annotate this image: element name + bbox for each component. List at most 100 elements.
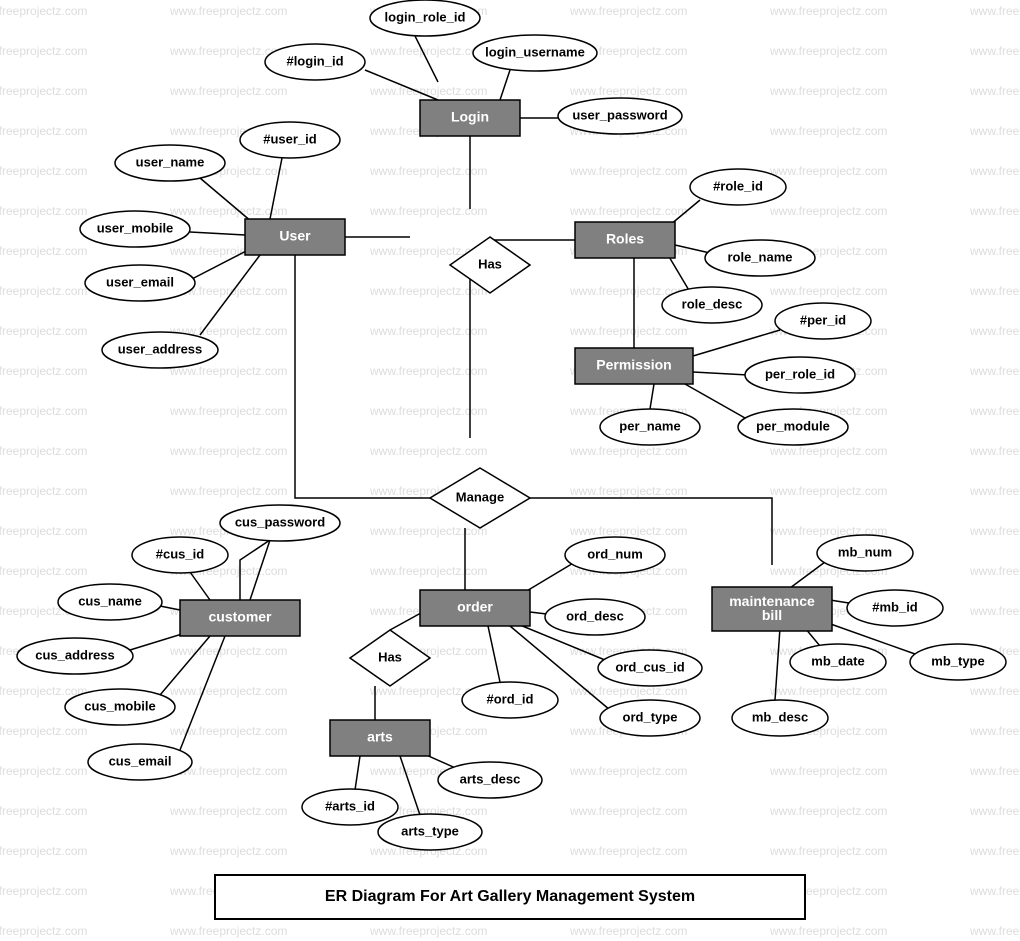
watermark-text: www.freeprojectz.com [0, 844, 87, 858]
attribute-label: per_name [619, 418, 680, 433]
watermark-text: www.freeprojectz.com [169, 404, 287, 418]
watermark-text: www.freeprojectz.com [969, 684, 1020, 698]
entity-label: User [279, 228, 311, 244]
watermark-text: www.freeprojectz.com [569, 804, 687, 818]
watermark-text: www.freeprojectz.com [369, 444, 487, 458]
watermark-text: www.freeprojectz.com [169, 924, 287, 938]
attribute-label: user_password [572, 107, 667, 122]
attribute-label: ord_type [623, 709, 678, 724]
watermark-text: www.freeprojectz.com [0, 924, 87, 938]
watermark-text: www.freeprojectz.com [169, 844, 287, 858]
watermark-text: www.freeprojectz.com [569, 204, 687, 218]
watermark-text: www.freeprojectz.com [969, 204, 1020, 218]
watermark-text: www.freeprojectz.com [969, 884, 1020, 898]
watermark-text: www.freeprojectz.com [169, 684, 287, 698]
attribute-label: #login_id [286, 53, 343, 68]
attribute-label: mb_desc [752, 709, 808, 724]
watermark-text: www.freeprojectz.com [169, 644, 287, 658]
watermark-text: www.freeprojectz.com [569, 4, 687, 18]
watermark-text: www.freeprojectz.com [569, 324, 687, 338]
watermark-text: www.freeprojectz.com [369, 44, 487, 58]
attribute-label: mb_num [838, 544, 892, 559]
entity-label: Roles [606, 231, 644, 247]
watermark-text: www.freeprojectz.com [569, 524, 687, 538]
watermark-text: www.freeprojectz.com [769, 164, 887, 178]
attribute-label: ord_cus_id [615, 659, 684, 674]
watermark-text: www.freeprojectz.com [969, 844, 1020, 858]
watermark-layer: www.freeprojectz.com www.freeprojectz.com… [0, 4, 1020, 938]
attribute-label: role_desc [682, 296, 743, 311]
watermark-text: www.freeprojectz.com [769, 684, 887, 698]
edge [488, 626, 500, 682]
attribute-label: arts_type [401, 823, 459, 838]
watermark-text: www.freeprojectz.com [969, 164, 1020, 178]
watermark-text: www.freeprojectz.com [769, 284, 887, 298]
watermark-text: www.freeprojectz.com [569, 484, 687, 498]
watermark-text: www.freeprojectz.com [769, 804, 887, 818]
attribute-label: cus_name [78, 593, 142, 608]
watermark-text: www.freeprojectz.com [969, 484, 1020, 498]
watermark-text: www.freeprojectz.com [0, 404, 87, 418]
watermark-text: www.freeprojectz.com [0, 124, 87, 138]
watermark-text: www.freeprojectz.com [769, 84, 887, 98]
entity-label: customer [208, 609, 272, 625]
watermark-text: www.freeprojectz.com [0, 764, 87, 778]
watermark-text: www.freeprojectz.com [0, 364, 87, 378]
watermark-text: www.freeprojectz.com [169, 204, 287, 218]
relationship-label: Has [478, 256, 502, 271]
attribute-label: mb_date [811, 653, 864, 668]
watermark-text: www.freeprojectz.com [0, 324, 87, 338]
watermark-text: www.freeprojectz.com [169, 84, 287, 98]
watermark-text: www.freeprojectz.com [769, 204, 887, 218]
watermark-text: www.freeprojectz.com [769, 924, 887, 938]
attribute-label: cus_mobile [84, 698, 156, 713]
watermark-text: www.freeprojectz.com [0, 4, 87, 18]
watermark-text: www.freeprojectz.com [969, 524, 1020, 538]
watermark-text: www.freeprojectz.com [569, 764, 687, 778]
watermark-text: www.freeprojectz.com [969, 44, 1020, 58]
edge [355, 756, 360, 790]
attribute-label: cus_address [35, 647, 115, 662]
watermark-text: www.freeprojectz.com [0, 524, 87, 538]
attribute-label: login_role_id [385, 9, 466, 24]
watermark-text: www.freeprojectz.com [769, 844, 887, 858]
watermark-text: www.freeprojectz.com [969, 724, 1020, 738]
watermark-text: www.freeprojectz.com [0, 484, 87, 498]
attribute-label: mb_type [931, 653, 984, 668]
attribute-label: #ord_id [487, 691, 534, 706]
watermark-text: www.freeprojectz.com [969, 804, 1020, 818]
relationship-label: Manage [456, 489, 504, 504]
watermark-text: www.freeprojectz.com [969, 564, 1020, 578]
watermark-text: www.freeprojectz.com [569, 164, 687, 178]
watermark-text: www.freeprojectz.com [169, 804, 287, 818]
watermark-text: www.freeprojectz.com [569, 844, 687, 858]
watermark-text: www.freeprojectz.com [769, 4, 887, 18]
watermark-text: www.freeprojectz.com [969, 404, 1020, 418]
attribute-label: user_name [136, 154, 205, 169]
watermark-text: www.freeprojectz.com [769, 764, 887, 778]
watermark-text: www.freeprojectz.com [769, 444, 887, 458]
attribute-label: #per_id [800, 312, 846, 327]
er-diagram: www.freeprojectz.com www.freeprojectz.com… [0, 0, 1020, 941]
attribute-label: login_username [485, 44, 585, 59]
attribute-label: user_mobile [97, 220, 174, 235]
edge [500, 70, 510, 100]
watermark-text: www.freeprojectz.com [169, 4, 287, 18]
watermark-text: www.freeprojectz.com [369, 564, 487, 578]
watermark-text: www.freeprojectz.com [769, 484, 887, 498]
attribute-label: user_email [106, 274, 174, 289]
watermark-text: www.freeprojectz.com [969, 124, 1020, 138]
watermark-text: www.freeprojectz.com [0, 444, 87, 458]
watermark-text: www.freeprojectz.com [969, 4, 1020, 18]
watermark-text: www.freeprojectz.com [0, 284, 87, 298]
watermark-text: www.freeprojectz.com [769, 44, 887, 58]
edge [685, 384, 745, 418]
attribute-label: role_name [727, 249, 792, 264]
attribute-label: ord_num [587, 546, 643, 561]
edge [415, 36, 438, 82]
watermark-text: www.freeprojectz.com [569, 924, 687, 938]
title-label: ER Diagram For Art Gallery Management Sy… [325, 888, 695, 905]
attribute-label: #cus_id [156, 546, 204, 561]
entity-label: Permission [596, 357, 671, 373]
watermark-text: www.freeprojectz.com [369, 524, 487, 538]
